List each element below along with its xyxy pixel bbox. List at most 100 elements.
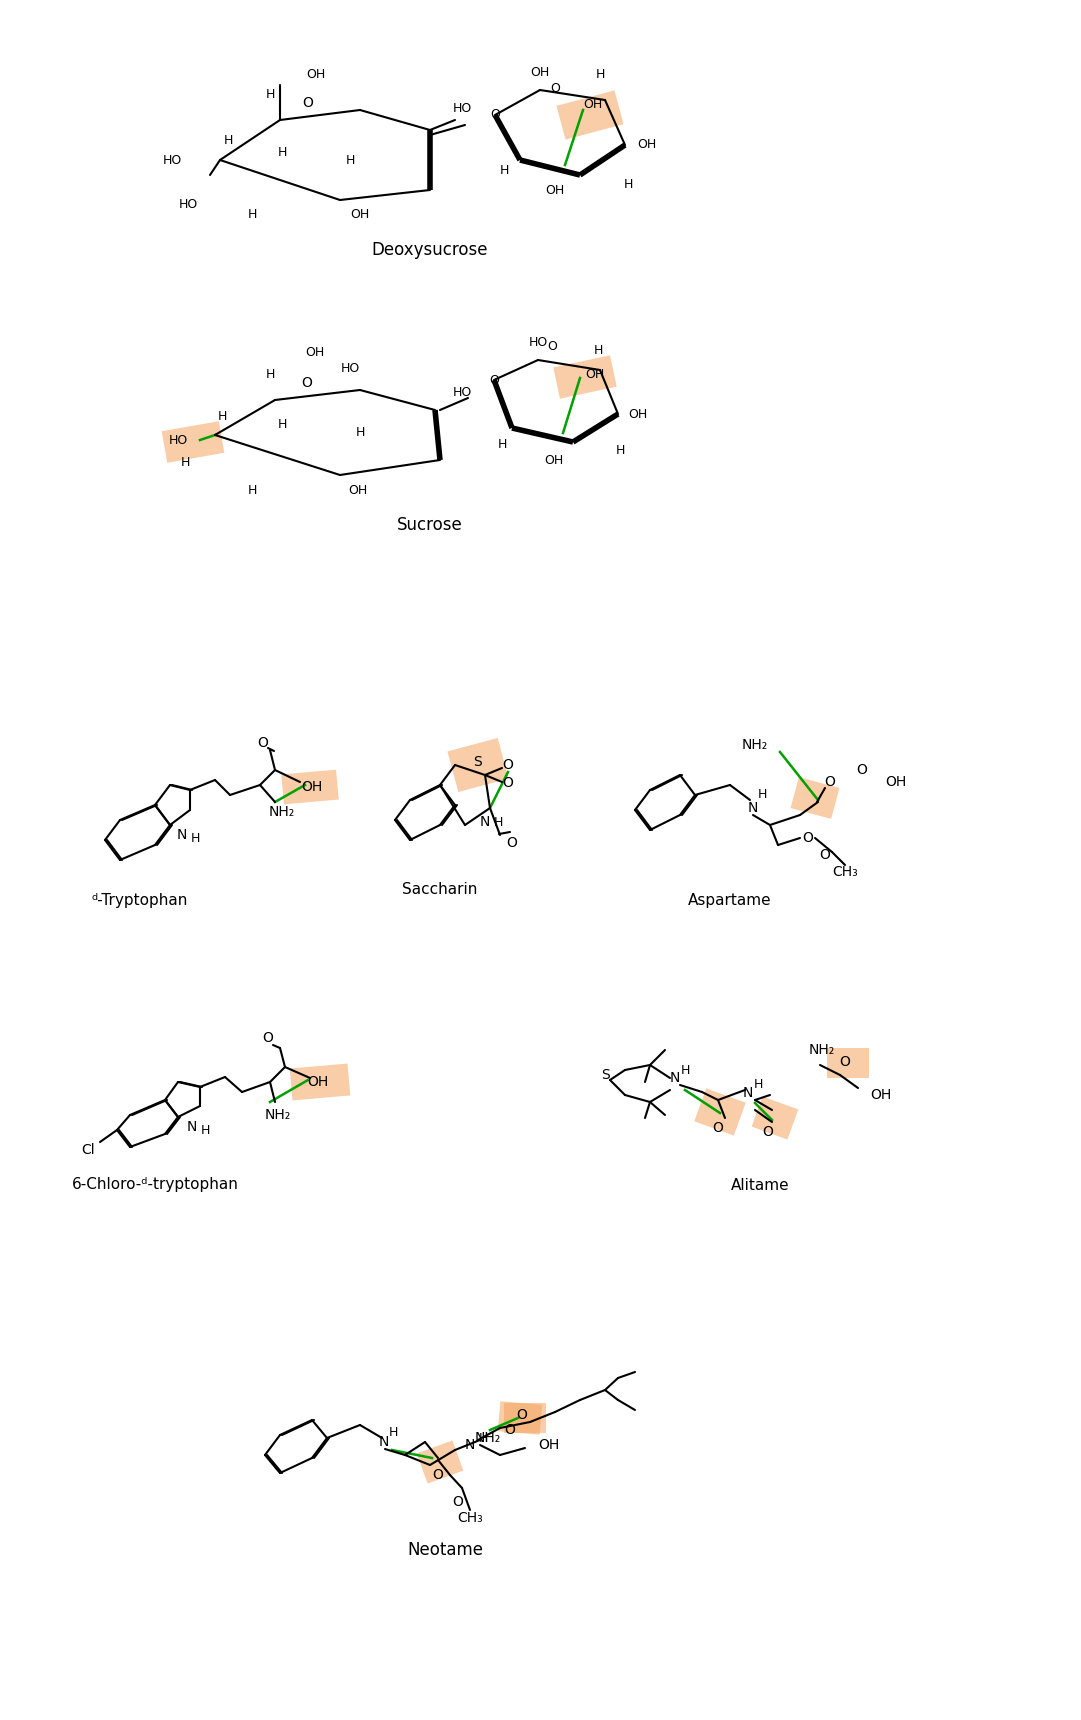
Text: HO: HO [452,385,471,399]
Text: OH: OH [306,69,325,81]
Text: H: H [190,831,200,845]
Text: HO: HO [178,198,198,212]
Bar [557,91,624,139]
Text: N: N [177,827,187,843]
Bar [694,1089,746,1135]
Text: HO: HO [163,153,182,167]
Text: Aspartame: Aspartame [689,893,772,908]
Text: O: O [507,836,518,850]
Text: CH₃: CH₃ [832,865,858,879]
Text: H: H [388,1426,398,1440]
Text: 6-Chloro-ᵈ-tryptophan: 6-Chloro-ᵈ-tryptophan [71,1178,239,1192]
Bar [751,1096,799,1140]
Bar [281,769,338,805]
Text: NH₂: NH₂ [265,1108,291,1121]
Text: HO: HO [341,361,360,375]
Text: OH: OH [348,483,368,497]
Text: O: O [505,1422,516,1436]
Text: Neotame: Neotame [408,1541,483,1558]
Text: OH: OH [584,98,602,112]
Text: Sucrose: Sucrose [397,516,463,533]
Text: CH₃: CH₃ [457,1510,483,1526]
Text: O: O [503,759,513,772]
Text: OH: OH [586,368,604,380]
Text: O: O [825,776,836,789]
Text: NH₂: NH₂ [742,738,769,752]
Text: O: O [302,377,312,390]
Text: OH: OH [546,184,564,196]
Bar [827,1047,869,1078]
Text: NH₂: NH₂ [475,1431,502,1445]
Text: O: O [802,831,813,845]
Text: H: H [596,69,604,81]
Text: O: O [819,848,830,862]
Text: OH: OH [305,346,324,358]
Text: H: H [278,146,286,160]
Text: O: O [762,1125,773,1139]
Text: O: O [432,1467,443,1483]
Text: H: H [181,456,190,468]
Text: H: H [248,208,256,222]
Bar [162,421,225,463]
Text: H: H [753,1078,763,1092]
Bar [416,1440,464,1484]
Text: HO: HO [452,101,471,115]
Text: H: H [593,344,603,356]
Text: Cl: Cl [81,1144,95,1158]
Text: H: H [345,153,355,167]
Bar [790,777,840,819]
Bar [290,1063,350,1101]
Text: H: H [497,439,507,451]
Text: H: H [265,368,275,382]
Text: ᵈ-Tryptophan: ᵈ-Tryptophan [92,893,188,908]
Text: H: H [278,418,286,432]
Text: O: O [547,341,557,354]
Bar [497,1402,543,1434]
Text: OH: OH [637,139,656,151]
Text: H: H [478,1431,488,1445]
Text: Saccharin: Saccharin [402,882,478,898]
Text: OH: OH [538,1438,559,1452]
Text: S: S [601,1068,610,1082]
Text: OH: OH [531,67,549,79]
Text: N: N [743,1085,753,1101]
Text: N: N [480,815,490,829]
Text: O: O [489,373,499,387]
Text: O: O [257,736,268,750]
Text: H: H [758,788,766,802]
Text: NH₂: NH₂ [809,1042,836,1058]
Text: N: N [670,1072,680,1085]
Text: O: O [856,764,867,777]
Text: H: H [224,134,232,146]
Text: NH₂: NH₂ [269,805,295,819]
Text: OH: OH [870,1089,891,1103]
Text: H: H [248,483,256,497]
Text: OH: OH [545,454,563,466]
Text: OH: OH [885,776,906,789]
Text: OH: OH [302,779,322,795]
Text: O: O [263,1030,273,1046]
Text: O: O [840,1054,851,1070]
Text: H: H [493,815,503,829]
Text: HO: HO [529,335,548,349]
Text: OH: OH [307,1075,329,1089]
Text: H: H [265,88,275,101]
Text: N: N [187,1120,197,1133]
Text: S: S [473,755,482,769]
Text: O: O [453,1495,464,1508]
Text: H: H [499,163,509,177]
Text: N: N [465,1438,476,1452]
Text: H: H [356,427,364,440]
Bar [448,738,508,791]
Text: OH: OH [350,208,370,222]
Text: O: O [550,81,560,95]
Text: O: O [303,96,313,110]
Text: N: N [378,1434,389,1448]
Text: O: O [490,108,499,122]
Text: Deoxysucrose: Deoxysucrose [372,241,489,260]
Text: H: H [217,411,227,423]
Text: O: O [712,1121,723,1135]
Text: Alitame: Alitame [731,1178,789,1192]
Text: O: O [503,776,513,789]
Text: OH: OH [628,408,648,420]
